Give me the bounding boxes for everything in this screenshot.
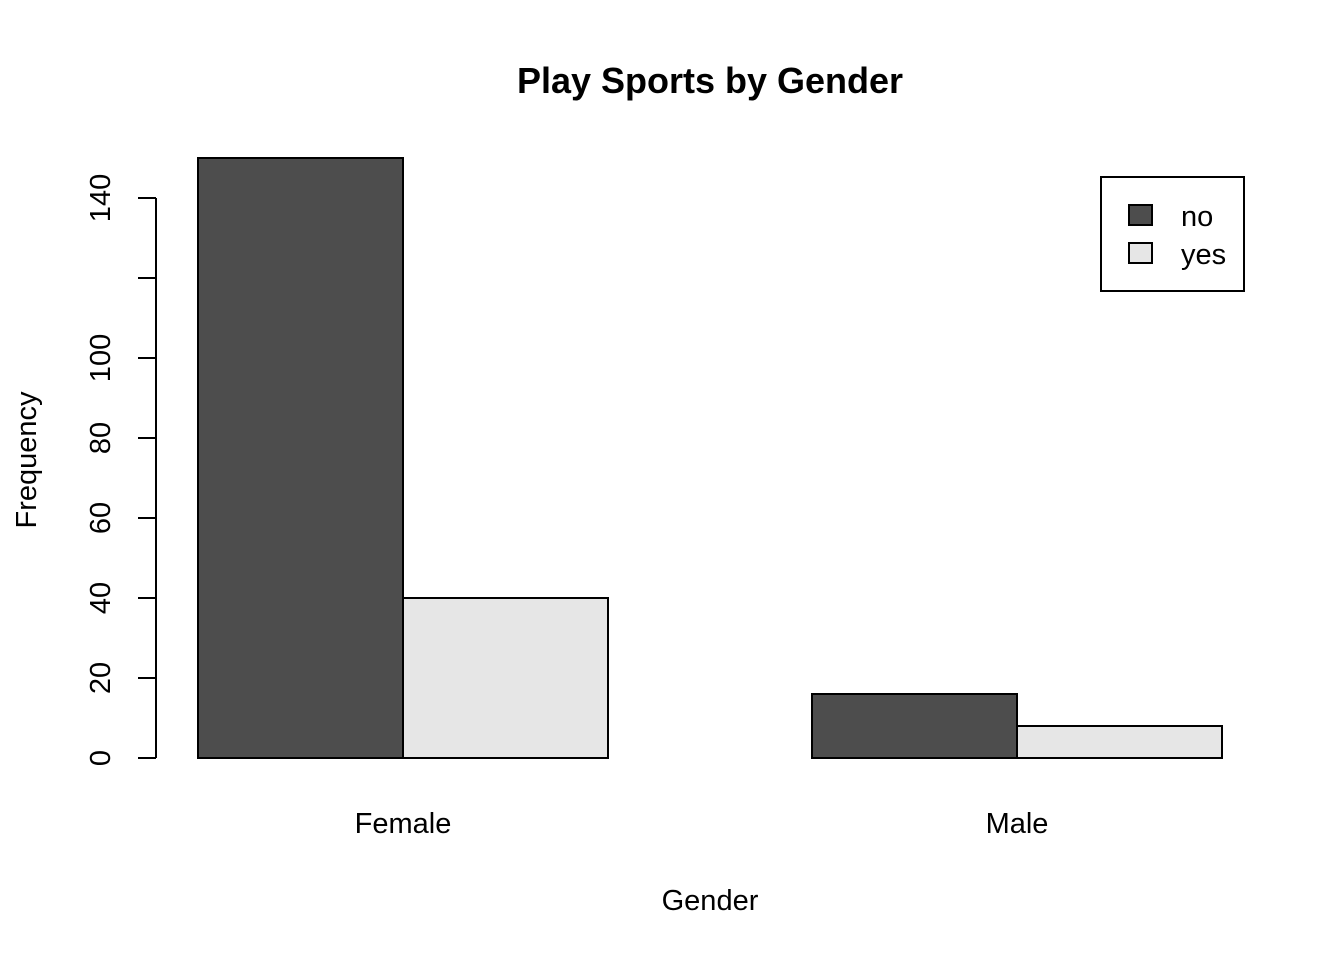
legend-swatch-no [1128, 204, 1153, 226]
legend-swatch-yes [1128, 242, 1153, 264]
legend-box [1100, 176, 1245, 292]
legend: no yes [1100, 176, 1245, 292]
y-tick-label: 20 [85, 662, 117, 694]
bar-yes-male [1016, 725, 1223, 759]
y-tick-label: 0 [85, 750, 117, 766]
x-axis-label: Gender [662, 885, 759, 917]
y-tick-label: 60 [85, 502, 117, 534]
bar-yes-female [402, 597, 609, 759]
y-axis: 0 20 40 60 80 100 140 [85, 174, 157, 766]
bar-no-female [197, 157, 404, 759]
legend-label-no: no [1181, 201, 1213, 233]
x-tick-label: Male [986, 808, 1049, 840]
y-tick-label: 100 [85, 334, 117, 382]
legend-label-yes: yes [1181, 239, 1226, 271]
y-tick-label: 40 [85, 582, 117, 614]
bar-group [197, 157, 1223, 759]
y-tick-label: 80 [85, 422, 117, 454]
y-tick-label: 140 [85, 174, 117, 222]
x-tick-label: Female [355, 808, 452, 840]
chart-title: Play Sports by Gender [517, 60, 903, 101]
bar-no-male [811, 693, 1018, 759]
y-axis-label: Frequency [11, 391, 43, 529]
x-axis-tick-labels: Female Male [355, 808, 1049, 840]
